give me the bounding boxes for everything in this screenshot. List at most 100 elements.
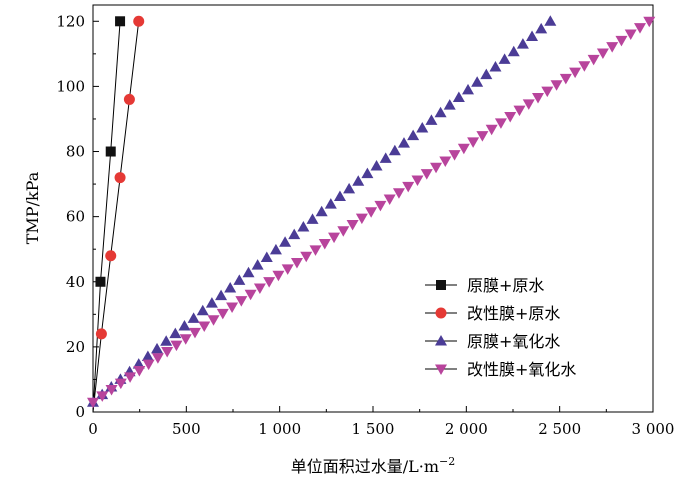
data-point (504, 112, 517, 123)
data-point (105, 146, 116, 157)
series-2 (87, 15, 557, 407)
data-point (425, 114, 438, 125)
data-point (485, 124, 498, 136)
data-point (179, 334, 192, 345)
legend-marker (436, 280, 446, 290)
data-point (233, 274, 246, 285)
data-point (244, 289, 257, 301)
legend-label: 原膜+原水 (467, 276, 544, 295)
data-point (279, 236, 292, 247)
data-point (352, 175, 365, 186)
data-point (114, 172, 126, 184)
y-tick-label: 100 (56, 77, 85, 95)
data-point (337, 226, 350, 237)
data-point (151, 342, 164, 354)
data-point (151, 353, 164, 364)
data-point (541, 86, 554, 98)
data-point (133, 15, 145, 27)
data-point (161, 346, 174, 358)
legend-label: 改性膜+氧化水 (467, 360, 576, 379)
y-axis-title: TMP/kPa (23, 171, 42, 244)
y-tick-label: 60 (66, 208, 85, 226)
data-point (235, 296, 248, 307)
data-point (643, 16, 656, 28)
data-point (452, 91, 465, 102)
data-point (269, 243, 282, 255)
x-tick-label: 1 000 (258, 420, 301, 438)
data-point (324, 198, 337, 209)
data-point (198, 321, 211, 333)
data-point (216, 308, 229, 320)
data-point (559, 73, 572, 85)
data-point (309, 245, 322, 256)
y-tick-label: 120 (56, 12, 85, 30)
data-point (170, 340, 183, 352)
y-tick-label: 40 (66, 273, 85, 291)
data-point (105, 250, 117, 262)
data-point (448, 150, 461, 161)
data-point (96, 391, 109, 402)
data-point (402, 181, 415, 193)
data-point (187, 312, 200, 323)
data-point (615, 35, 628, 47)
data-point (105, 385, 118, 396)
data-point (434, 106, 447, 118)
data-point (188, 327, 201, 339)
series-3 (87, 16, 656, 409)
y-tick-label: 20 (66, 338, 85, 356)
legend-marker (435, 364, 447, 375)
data-point (535, 22, 548, 34)
x-axis: 0 500 1 000 1 500 2 000 2 500 3 000 (88, 406, 674, 438)
data-point (596, 48, 609, 60)
data-point (343, 182, 356, 194)
data-point (365, 207, 378, 218)
data-point (281, 264, 294, 275)
data-point (457, 143, 470, 155)
x-tick-label: 2 000 (445, 420, 488, 438)
y-tick-label: 80 (66, 143, 85, 161)
data-point (471, 76, 484, 87)
data-point (411, 175, 424, 187)
data-point (498, 53, 511, 64)
data-point (253, 283, 266, 294)
data-point (476, 131, 489, 142)
x-tick-label: 2 500 (538, 420, 581, 438)
data-point (142, 359, 155, 371)
series-layer (87, 15, 656, 413)
data-point (624, 29, 637, 40)
data-point (633, 23, 646, 34)
data-point (346, 219, 359, 231)
data-point (480, 68, 493, 80)
data-point (374, 200, 387, 212)
data-point (383, 194, 396, 206)
data-point (392, 188, 405, 199)
data-point (95, 328, 107, 340)
data-point (397, 137, 410, 148)
data-point (260, 251, 273, 262)
data-point (263, 277, 276, 288)
data-point (272, 270, 285, 282)
x-tick-label: 3 000 (632, 420, 675, 438)
data-point (544, 15, 557, 26)
data-point (306, 213, 319, 224)
x-tick-label: 1 500 (352, 420, 395, 438)
series-line (92, 21, 121, 413)
data-point (242, 266, 255, 278)
data-point (489, 60, 502, 72)
data-point (516, 38, 529, 49)
data-point (361, 167, 374, 179)
data-point (124, 372, 137, 383)
data-point (587, 54, 600, 66)
data-point (318, 239, 331, 250)
data-point (550, 80, 563, 91)
data-point (407, 129, 420, 141)
legend-label: 原膜+氧化水 (467, 332, 560, 351)
data-point (494, 118, 507, 129)
data-point (196, 304, 209, 316)
data-point (416, 121, 429, 133)
data-point (315, 205, 328, 217)
x-axis-title-superscript: −2 (439, 455, 455, 468)
y-tick-label: 0 (75, 403, 85, 421)
data-point (578, 61, 591, 72)
